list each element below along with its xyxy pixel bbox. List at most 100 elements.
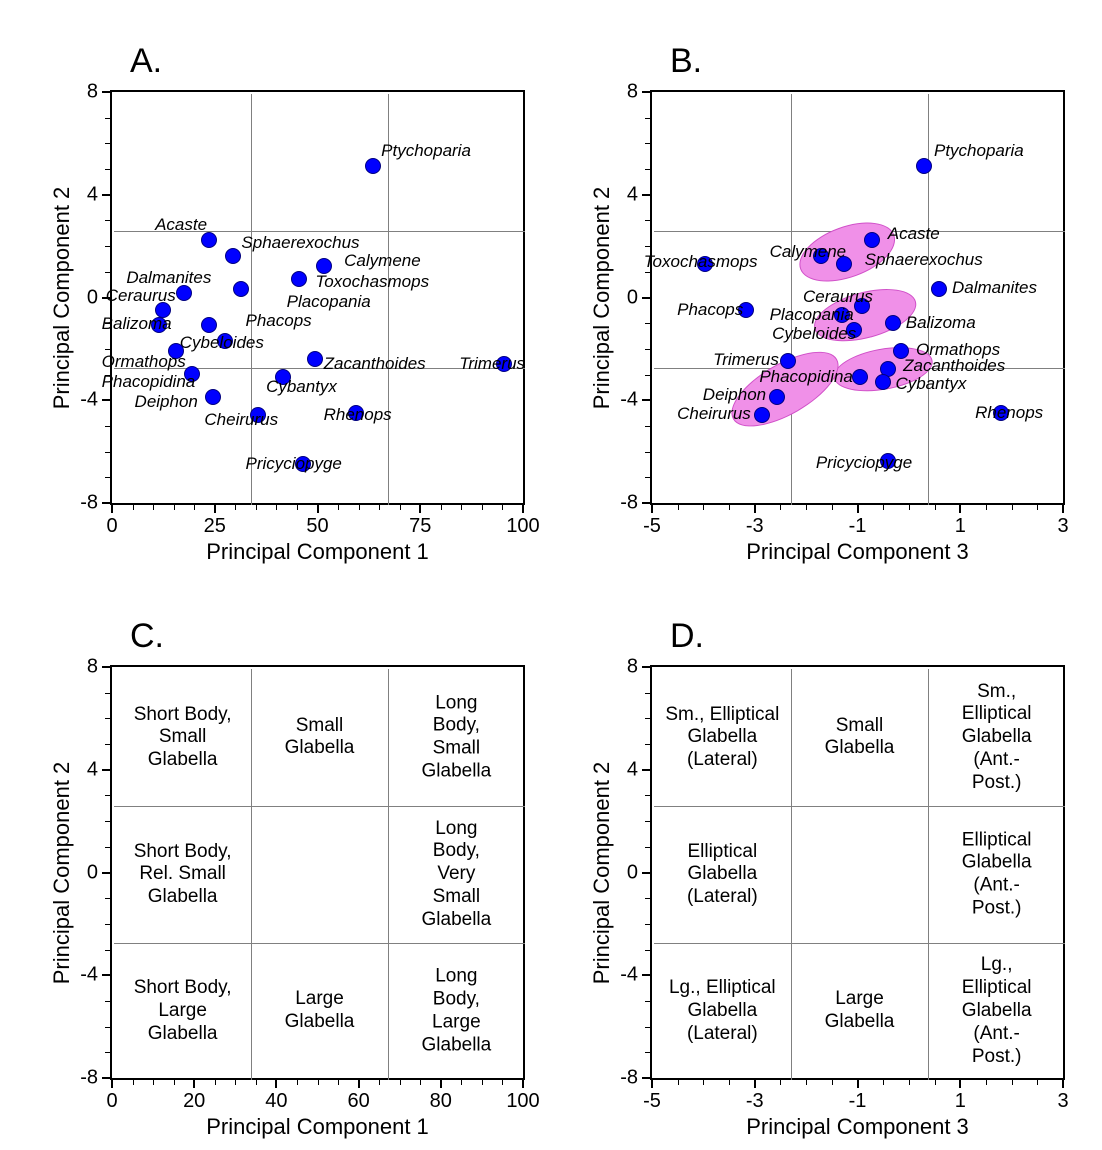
y-tick-label: -4 <box>620 389 638 412</box>
y-axis-label: Principal Component 2 <box>589 761 615 984</box>
region-label-line: Glabella <box>134 1023 232 1046</box>
x-minor-tick <box>256 505 257 510</box>
region-label: SmallGlabella <box>285 715 355 761</box>
x-minor-tick <box>806 505 807 510</box>
data-point <box>291 271 307 287</box>
x-tick <box>193 1080 195 1088</box>
region-label-line: Glabella <box>422 760 492 783</box>
x-tick-label: 60 <box>347 1090 369 1113</box>
x-minor-tick <box>420 1080 421 1085</box>
x-minor-tick <box>461 1080 462 1085</box>
x-minor-tick <box>441 505 442 510</box>
y-minor-tick <box>645 795 650 796</box>
gridline-h <box>654 806 1065 807</box>
y-tick <box>102 91 110 93</box>
y-minor-tick <box>645 898 650 899</box>
data-point <box>885 315 901 331</box>
data-point-label: Deiphon <box>703 385 766 405</box>
data-point-label: Placopania <box>287 292 371 312</box>
y-minor-tick <box>645 452 650 453</box>
y-tick-label: 8 <box>627 81 638 104</box>
x-minor-tick <box>297 1080 298 1085</box>
data-point-label: Deiphon <box>135 392 198 412</box>
data-point-label: Rhenops <box>975 403 1043 423</box>
y-minor-tick <box>105 821 110 822</box>
x-minor-tick <box>678 505 679 510</box>
x-tick-label: -3 <box>746 1090 764 1113</box>
x-tick <box>857 505 859 513</box>
x-tick <box>959 505 961 513</box>
region-label-line: Short Body, <box>134 703 232 726</box>
region-label-line: Short Body, <box>134 977 232 1000</box>
x-minor-tick <box>297 505 298 510</box>
x-minor-tick <box>338 505 339 510</box>
x-minor-tick <box>780 505 781 510</box>
x-minor-tick <box>502 505 503 510</box>
y-minor-tick <box>645 426 650 427</box>
plot-area-D: Sm., EllipticalGlabella(Lateral)SmallGla… <box>650 665 1065 1080</box>
data-point-label: Balizoma <box>906 313 976 333</box>
x-minor-tick <box>400 505 401 510</box>
y-minor-tick <box>645 1001 650 1002</box>
x-axis-label: Principal Component 3 <box>746 1114 969 1140</box>
y-minor-tick <box>105 272 110 273</box>
y-minor-tick <box>105 924 110 925</box>
y-tick <box>642 194 650 196</box>
x-minor-tick <box>482 1080 483 1085</box>
x-minor-tick <box>133 505 134 510</box>
region-label-line: Glabella <box>962 852 1032 875</box>
y-tick-label: 4 <box>87 183 98 206</box>
y-minor-tick <box>645 118 650 119</box>
y-minor-tick <box>105 169 110 170</box>
data-point-label: Sphaerexochus <box>865 250 983 270</box>
y-minor-tick <box>105 795 110 796</box>
y-tick-label: -4 <box>80 964 98 987</box>
x-minor-tick <box>174 505 175 510</box>
region-label-line: Glabella <box>962 1000 1032 1023</box>
region-label-line: Short Body, <box>134 840 232 863</box>
y-minor-tick <box>645 718 650 719</box>
y-axis-label: Principal Component 2 <box>589 186 615 409</box>
gridline-v <box>791 669 792 1080</box>
x-minor-tick <box>883 505 884 510</box>
data-point-label: Cybantyx <box>266 377 337 397</box>
region-label-line: (Ant.-Post.) <box>962 749 1032 795</box>
y-tick <box>642 974 650 976</box>
x-minor-tick <box>935 505 936 510</box>
region-label-line: Large <box>285 989 355 1012</box>
y-tick-label: 0 <box>87 861 98 884</box>
y-tick <box>102 666 110 668</box>
panel-letter-D: D. <box>670 617 704 656</box>
x-minor-tick <box>883 1080 884 1085</box>
x-minor-tick <box>986 1080 987 1085</box>
panel-C: C.Short Body,SmallGlabellaSmallGlabellaL… <box>40 605 540 1125</box>
data-point-label: Cybeloides <box>772 324 856 344</box>
data-point <box>365 158 381 174</box>
region-label-line: Glabella <box>962 726 1032 749</box>
region-label-line: Small <box>422 738 492 761</box>
data-point <box>225 248 241 264</box>
region-label-line: Glabella <box>285 738 355 761</box>
y-minor-tick <box>645 1027 650 1028</box>
data-point-label: Ptychoparia <box>934 141 1024 161</box>
region-label-line: Very Small <box>422 863 492 909</box>
y-axis-label: Principal Component 2 <box>49 761 75 984</box>
x-minor-tick <box>832 1080 833 1085</box>
data-point <box>916 158 932 174</box>
y-minor-tick <box>105 744 110 745</box>
y-minor-tick <box>645 272 650 273</box>
region-label-line: Glabella <box>825 738 895 761</box>
plot-area-B: PtychopariaAcasteCalymeneSphaerexochusTo… <box>650 90 1065 505</box>
x-tick <box>651 505 653 513</box>
region-label-line: Long Body, <box>422 692 492 738</box>
x-minor-tick <box>256 1080 257 1085</box>
x-minor-tick <box>338 1080 339 1085</box>
y-minor-tick <box>105 323 110 324</box>
panel-A: A.PtychopariaAcasteSphaerexochusCalymene… <box>40 30 540 550</box>
region-label: LargeGlabella <box>285 989 355 1035</box>
data-point-label: Placopania <box>770 305 854 325</box>
data-point-label: Ptychoparia <box>381 141 471 161</box>
gridline-v <box>388 669 389 1080</box>
y-minor-tick <box>105 220 110 221</box>
y-minor-tick <box>105 246 110 247</box>
